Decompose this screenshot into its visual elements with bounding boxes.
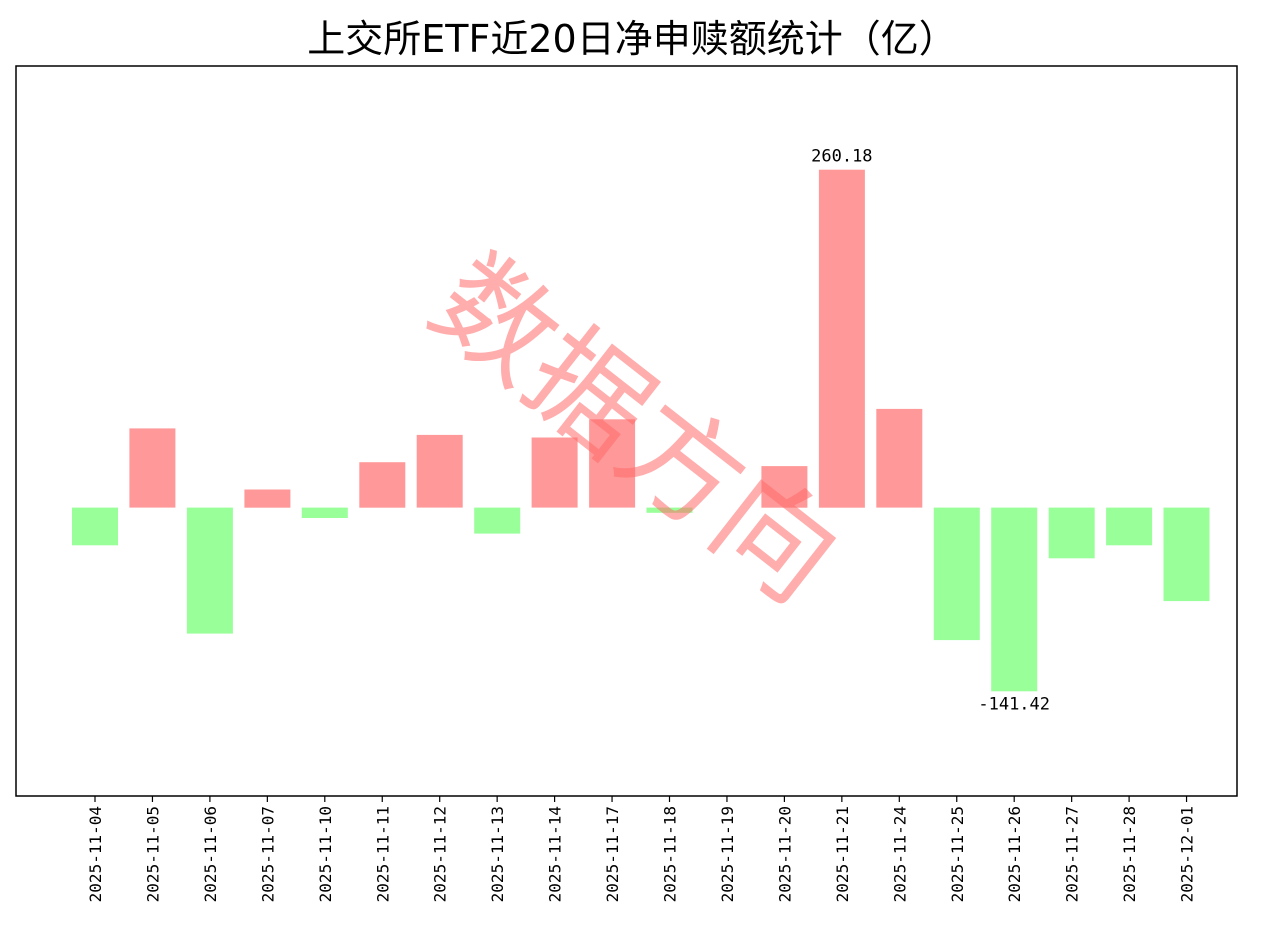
bar-2025-11-17 [589,419,636,508]
x-tick-label: 2025-11-11 [373,806,392,902]
data-label: -141.42 [978,694,1050,714]
bar-2025-11-11 [359,462,406,508]
data-label: 260.18 [811,147,872,167]
x-tick-label: 2025-12-01 [1178,806,1197,902]
bar-2025-11-27 [1048,507,1095,559]
x-tick-label: 2025-11-18 [661,806,680,902]
bars-layer [72,169,1210,692]
bar-2025-11-13 [474,507,521,534]
bar-2025-11-10 [301,507,348,518]
x-tick-label: 2025-11-24 [890,806,909,902]
x-tick-label: 2025-11-14 [546,806,565,902]
x-tick-label: 2025-11-21 [833,806,852,902]
x-tick-label: 2025-11-12 [431,806,450,902]
bar-2025-11-05 [129,428,176,508]
x-tick-label: 2025-11-27 [1063,806,1082,902]
bar-2025-11-12 [416,434,463,508]
x-tick-label: 2025-11-19 [718,806,737,902]
x-tick-label: 2025-11-07 [258,806,277,902]
x-tick-label: 2025-11-26 [1005,806,1024,902]
x-tick-label: 2025-11-05 [143,806,162,902]
x-tick-label: 2025-11-13 [488,806,507,902]
bar-2025-11-18 [646,507,693,513]
bar-2025-11-06 [186,507,233,634]
bar-2025-11-14 [531,437,578,508]
bar-2025-11-24 [876,408,923,508]
chart-title: 上交所ETF近20日净申赎额统计（亿） [307,17,956,61]
bar-2025-11-04 [72,507,118,546]
annotations-layer: 260.18 -141.42 [811,147,1050,715]
bar-2025-11-28 [1106,507,1153,546]
bar-2025-11-21 [818,169,865,508]
x-axis-ticks: 2025-11-04 2025-11-05 2025-11-06 2025-11-07… [86,796,1197,902]
x-tick-label: 2025-11-04 [86,806,105,902]
bar-2025-11-26 [991,507,1038,692]
x-tick-label: 2025-11-10 [316,806,335,902]
bar-2025-12-01 [1163,507,1210,602]
x-tick-label: 2025-11-28 [1120,806,1139,902]
bar-2025-11-20 [761,466,808,508]
x-tick-label: 2025-11-25 [948,806,967,902]
plot-frame [15,65,1238,797]
x-tick-label: 2025-11-20 [775,806,794,902]
watermark-text: 数据方向 [407,230,864,629]
x-tick-label: 2025-11-06 [201,806,220,902]
bar-2025-11-07 [244,489,291,508]
watermark: 数据方向 [407,230,864,629]
x-tick-label: 2025-11-17 [603,806,622,902]
bar-2025-11-25 [933,507,980,641]
